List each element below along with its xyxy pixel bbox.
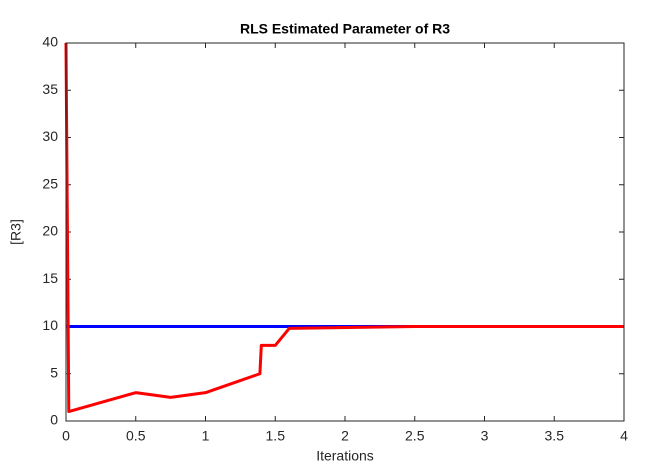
y-tick-label: 15 (42, 270, 58, 286)
x-tick-label: 2 (341, 428, 349, 444)
y-tick-label: 20 (42, 223, 58, 239)
y-axis-label: [R3] (8, 219, 24, 245)
x-tick-label: 1.5 (266, 428, 286, 444)
x-tick-label: 3.5 (545, 428, 565, 444)
y-tick-label: 0 (50, 412, 58, 428)
y-tick-label: 25 (42, 175, 58, 191)
y-tick-label: 35 (42, 81, 58, 97)
x-axis-label: Iterations (316, 448, 374, 463)
x-tick-label: 3 (481, 428, 489, 444)
y-tick-label: 10 (42, 317, 58, 333)
x-tick-label: 2.5 (405, 428, 425, 444)
x-tick-label: 4 (620, 428, 628, 444)
x-tick-label: 0 (62, 428, 70, 444)
data-line (64, 42, 624, 414)
x-tick-label: 1 (202, 428, 210, 444)
y-tick-label: 30 (42, 128, 58, 144)
axes-box (65, 42, 625, 422)
y-tick-label: 5 (50, 364, 58, 380)
x-tick-label: 0.5 (126, 428, 146, 444)
y-tick-label: 40 (42, 34, 58, 50)
chart-title: RLS Estimated Parameter of R3 (240, 21, 450, 37)
